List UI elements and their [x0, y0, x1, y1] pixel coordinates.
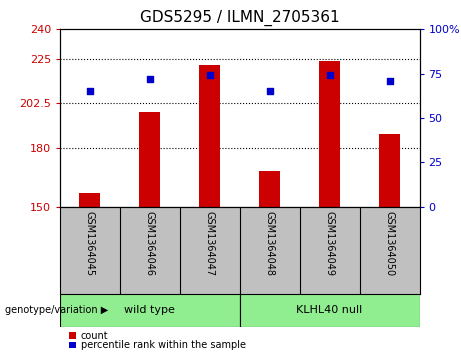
- Text: GSM1364050: GSM1364050: [384, 211, 395, 276]
- Text: percentile rank within the sample: percentile rank within the sample: [81, 340, 246, 350]
- Text: KLHL40 null: KLHL40 null: [296, 305, 363, 315]
- Text: genotype/variation ▶: genotype/variation ▶: [5, 305, 108, 315]
- Point: [326, 72, 333, 78]
- Text: GSM1364046: GSM1364046: [145, 211, 155, 276]
- Text: GSM1364047: GSM1364047: [205, 211, 215, 276]
- Point: [206, 72, 213, 78]
- Point: [86, 88, 94, 94]
- Text: GSM1364048: GSM1364048: [265, 211, 275, 276]
- Bar: [79, 193, 100, 207]
- Bar: [240, 294, 420, 327]
- Text: wild type: wild type: [124, 305, 175, 315]
- Text: GSM1364045: GSM1364045: [85, 211, 95, 276]
- Text: count: count: [81, 331, 108, 341]
- Bar: [259, 171, 280, 207]
- Title: GDS5295 / ILMN_2705361: GDS5295 / ILMN_2705361: [140, 10, 340, 26]
- Bar: [199, 65, 220, 207]
- Bar: [379, 134, 400, 207]
- Bar: [60, 294, 240, 327]
- Text: GSM1364049: GSM1364049: [325, 211, 335, 276]
- Point: [386, 78, 393, 83]
- Bar: [139, 112, 160, 207]
- Bar: [319, 61, 340, 207]
- Point: [146, 76, 154, 82]
- Point: [266, 88, 273, 94]
